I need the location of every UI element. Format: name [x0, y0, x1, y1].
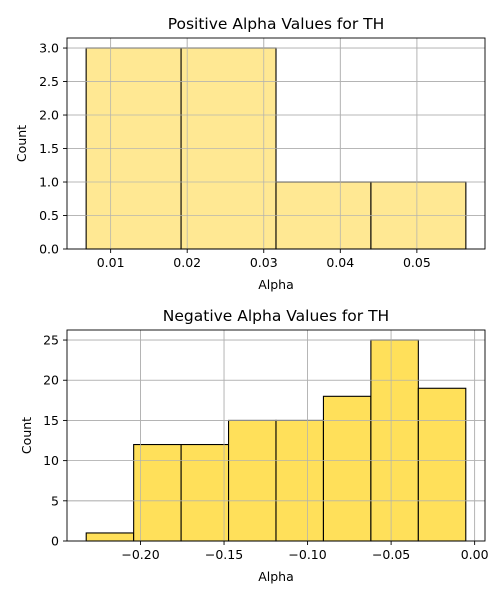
chart-panel-1: 0.01 0.02 0.03 0.04 0.05 0.0 0.5 1.0 1.5 2.0 2.5 3.… [14, 15, 486, 292]
y-tick-label: 0.5 [39, 208, 59, 223]
x-tick-label: −0.05 [372, 547, 410, 562]
x-tick-label: 0.02 [173, 255, 201, 270]
histogram-bar [180, 443, 230, 542]
y-axis-label: Count [14, 125, 29, 162]
y-tick-label: 15 [43, 413, 59, 428]
x-axis-label: Alpha [258, 277, 294, 292]
chart-panel-2: −0.20 −0.15 −0.10 −0.05 0.00 0 5 10 15 20 25 Negati… [19, 307, 489, 584]
y-tick-label: 1.0 [39, 175, 59, 190]
y-tick-label: 0.0 [39, 242, 59, 257]
axes-frame [66, 329, 486, 542]
y-tick-label: 1.5 [39, 141, 59, 156]
y-tick-label: 0 [51, 534, 59, 549]
histogram-bar [322, 395, 372, 542]
x-tick-label: 0.01 [97, 255, 125, 270]
histogram-bar [370, 339, 419, 542]
x-tick-label: −0.20 [121, 547, 159, 562]
y-tick-label: 20 [43, 373, 59, 388]
histogram-bar [417, 387, 467, 542]
chart-title: Positive Alpha Values for TH [168, 15, 385, 33]
x-tick-label: 0.05 [403, 255, 431, 270]
x-tick-label: 0.03 [250, 255, 278, 270]
axes-frame [66, 37, 486, 250]
y-tick-label: 10 [43, 453, 59, 468]
y-tick-label: 2.0 [39, 108, 59, 123]
y-tick-label: 5 [51, 493, 59, 508]
y-tick-label: 3.0 [39, 41, 59, 56]
x-tick-label: −0.10 [288, 547, 326, 562]
histogram-bar [275, 419, 324, 542]
x-tick-label: 0.00 [461, 547, 489, 562]
chart-title: Negative Alpha Values for TH [163, 307, 389, 325]
y-tick-label: 25 [43, 333, 59, 348]
y-axis-label: Count [19, 417, 34, 454]
histogram-bar [228, 419, 277, 542]
y-tick-label: 2.5 [39, 74, 59, 89]
x-axis-label: Alpha [258, 569, 294, 584]
x-tick-label: −0.15 [205, 547, 243, 562]
x-tick-label: 0.04 [326, 255, 354, 270]
histogram-bar [85, 532, 135, 542]
